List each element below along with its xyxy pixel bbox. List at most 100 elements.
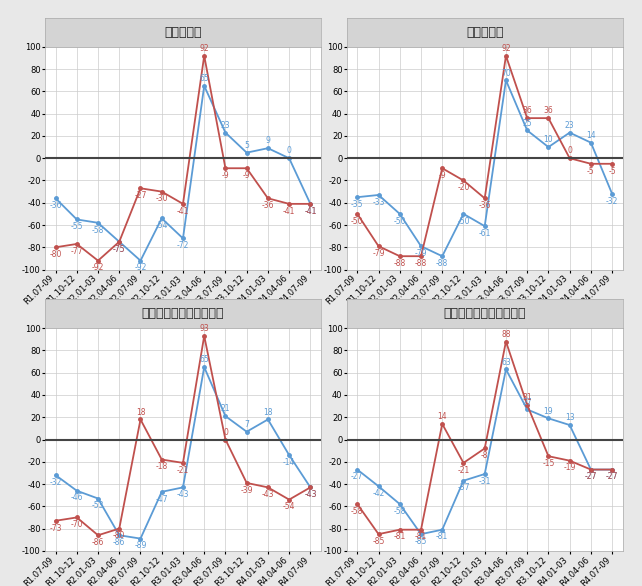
Text: 18: 18 (135, 408, 145, 417)
Text: -33: -33 (372, 197, 385, 207)
Text: -54: -54 (155, 221, 168, 230)
Text: -47: -47 (155, 495, 168, 503)
Text: 65: 65 (199, 74, 209, 83)
Text: -9: -9 (221, 171, 229, 180)
Text: -5: -5 (587, 166, 594, 176)
Text: -21: -21 (177, 466, 189, 475)
Text: -9: -9 (243, 171, 250, 180)
Text: -43: -43 (304, 490, 317, 499)
Text: -30: -30 (155, 195, 168, 203)
Text: 36: 36 (544, 107, 553, 115)
Text: -32: -32 (606, 197, 618, 206)
Text: -85: -85 (415, 537, 427, 546)
Text: 65: 65 (199, 355, 209, 364)
Text: 88: 88 (501, 330, 510, 339)
Text: -80: -80 (113, 532, 125, 540)
Text: 23: 23 (221, 121, 230, 130)
Text: -41: -41 (283, 207, 295, 216)
Text: -8: -8 (481, 451, 489, 460)
Text: 92: 92 (200, 44, 209, 53)
Text: 31: 31 (523, 393, 532, 402)
Text: 36: 36 (523, 107, 532, 115)
Text: 5: 5 (244, 141, 249, 150)
Text: -77: -77 (71, 247, 83, 255)
Text: -36: -36 (262, 201, 274, 210)
Text: -36: -36 (478, 201, 491, 210)
Text: 23: 23 (565, 121, 575, 130)
Text: -73: -73 (49, 523, 62, 533)
Text: -85: -85 (372, 537, 385, 546)
Text: -27: -27 (585, 472, 597, 481)
Text: 18: 18 (263, 408, 273, 417)
Text: 19: 19 (544, 407, 553, 415)
Text: -50: -50 (394, 217, 406, 226)
Text: -36: -36 (49, 201, 62, 210)
Text: -18: -18 (155, 462, 168, 471)
Text: -89: -89 (134, 541, 146, 550)
Text: -88: -88 (436, 259, 448, 268)
Text: -32: -32 (49, 478, 62, 487)
Text: 21: 21 (221, 404, 230, 413)
Text: -75: -75 (113, 244, 126, 254)
Text: 9: 9 (266, 137, 270, 145)
Text: 25: 25 (523, 118, 532, 128)
Text: -86: -86 (113, 538, 125, 547)
Text: -46: -46 (71, 493, 83, 502)
Text: -41: -41 (304, 207, 317, 216)
Text: -86: -86 (92, 538, 104, 547)
Text: -58: -58 (351, 507, 363, 516)
Text: -54: -54 (283, 502, 295, 512)
Text: -81: -81 (436, 533, 448, 541)
Text: -81: -81 (394, 533, 406, 541)
Text: 10: 10 (544, 135, 553, 144)
Text: -27: -27 (351, 472, 363, 481)
Text: -21: -21 (457, 466, 469, 475)
Text: -37: -37 (457, 483, 470, 492)
Text: -80: -80 (49, 250, 62, 259)
Text: 総受注金額: 総受注金額 (466, 26, 503, 39)
Text: -42: -42 (372, 489, 385, 498)
Text: 27: 27 (523, 398, 532, 407)
Text: -27: -27 (606, 472, 618, 481)
Text: -9: -9 (438, 171, 446, 180)
Text: -19: -19 (564, 464, 576, 472)
Text: -88: -88 (415, 259, 427, 268)
Text: -27: -27 (606, 472, 618, 481)
Text: -88: -88 (394, 259, 406, 268)
Text: -27: -27 (134, 191, 146, 200)
Text: 0: 0 (287, 146, 291, 155)
Text: -50: -50 (351, 217, 363, 226)
Text: -43: -43 (304, 490, 317, 499)
Text: -39: -39 (240, 486, 253, 495)
Text: -72: -72 (177, 241, 189, 250)
Text: 92: 92 (501, 44, 511, 53)
Text: 93: 93 (199, 324, 209, 333)
Text: -53: -53 (92, 501, 104, 510)
Text: -14: -14 (283, 458, 295, 467)
Text: -75: -75 (113, 244, 126, 254)
Text: -27: -27 (585, 472, 597, 481)
Text: -5: -5 (609, 166, 616, 176)
Text: -79: -79 (415, 249, 428, 258)
Text: 70: 70 (501, 69, 511, 77)
Text: -35: -35 (351, 200, 363, 209)
Text: -43: -43 (262, 490, 274, 499)
Text: -61: -61 (478, 229, 491, 238)
Text: 総受注戸数: 総受注戸数 (164, 26, 202, 39)
Text: -79: -79 (372, 249, 385, 258)
Text: 14: 14 (437, 412, 447, 421)
Text: 0: 0 (223, 428, 228, 437)
Text: 0: 0 (568, 146, 572, 155)
Text: -31: -31 (478, 477, 491, 486)
Text: -70: -70 (71, 520, 83, 529)
Text: -43: -43 (177, 490, 189, 499)
Text: -20: -20 (457, 183, 470, 192)
Text: -92: -92 (134, 264, 146, 272)
Text: -81: -81 (415, 533, 427, 541)
Text: 戸建て注文住宅受注戸数: 戸建て注文住宅受注戸数 (142, 307, 224, 320)
Text: -50: -50 (457, 217, 470, 226)
Text: -41: -41 (304, 207, 317, 216)
Text: -58: -58 (394, 507, 406, 516)
Text: 63: 63 (501, 357, 511, 367)
Text: -92: -92 (92, 264, 104, 272)
